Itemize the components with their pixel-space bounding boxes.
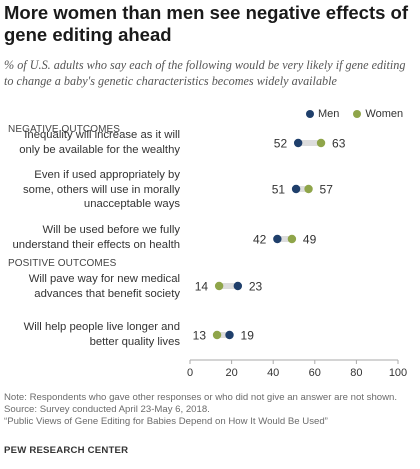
men-dot-row-4 — [225, 330, 234, 340]
x-tick-label-60: 60 — [309, 367, 321, 379]
legend: Men Women — [306, 108, 403, 120]
footer: Note: Respondents who gave other respons… — [4, 392, 418, 429]
row-label-inequality: Inequality will increase as it will only… — [19, 129, 180, 156]
row-label-live-longer: Will help people live longer and better … — [23, 321, 180, 348]
women-dot-row-4 — [212, 330, 222, 340]
section-label-positive: POSITIVE OUTCOMES — [8, 258, 117, 269]
men-dot-row-2 — [273, 234, 282, 244]
x-tick-label-0: 0 — [187, 367, 193, 379]
women-dot-row-2 — [287, 234, 297, 244]
chart-title: More women than men see negative effects… — [4, 2, 409, 45]
section-label-negative: NEGATIVE OUTCOMES — [8, 124, 121, 135]
men-dot-row-0 — [293, 138, 303, 148]
value-label-low-row-3: 14 — [195, 280, 209, 294]
value-label-high-row-3: 23 — [249, 280, 263, 294]
value-label-high-row-4: 19 — [241, 329, 255, 343]
women-dot-row-0 — [316, 138, 326, 148]
value-label-high-row-1: 57 — [320, 183, 334, 197]
chart-subtitle: % of U.S. adults who say each of the fol… — [4, 58, 406, 88]
men-dot-row-3 — [233, 281, 243, 291]
women-dot-row-1 — [304, 184, 313, 194]
value-label-low-row-1: 51 — [272, 183, 286, 197]
x-tick-label-40: 40 — [267, 367, 279, 379]
row-label-before-understand: Will be used before we fully understand … — [12, 224, 180, 251]
footer-report: “Public Views of Gene Editing for Babies… — [4, 416, 328, 428]
legend-women-label: Women — [365, 108, 404, 120]
x-tick-label-80: 80 — [350, 367, 362, 379]
value-label-low-row-0: 52 — [274, 137, 288, 151]
legend-men-label: Men — [318, 108, 340, 120]
men-dot-row-1 — [291, 184, 301, 194]
value-label-high-row-0: 63 — [332, 137, 346, 151]
footer-note: Note: Respondents who gave other respons… — [4, 392, 398, 403]
value-label-low-row-4: 13 — [193, 329, 207, 343]
row-label-medical-advances: Will pave way for new medical advances t… — [28, 273, 180, 300]
value-label-low-row-2: 42 — [253, 233, 267, 247]
women-dot-row-3 — [214, 281, 224, 291]
legend-men-marker — [306, 110, 314, 118]
x-tick-label-20: 20 — [225, 367, 237, 379]
row-label-morally-unacceptable: Even if used appropriately by some, othe… — [23, 169, 180, 210]
legend-women-marker — [353, 110, 362, 118]
source-organization: PEW RESEARCH CENTER — [4, 445, 129, 456]
footer-source: Source: Survey conducted April 23-May 6,… — [4, 404, 210, 416]
value-label-high-row-2: 49 — [303, 233, 317, 247]
x-tick-label-100: 100 — [389, 367, 407, 379]
